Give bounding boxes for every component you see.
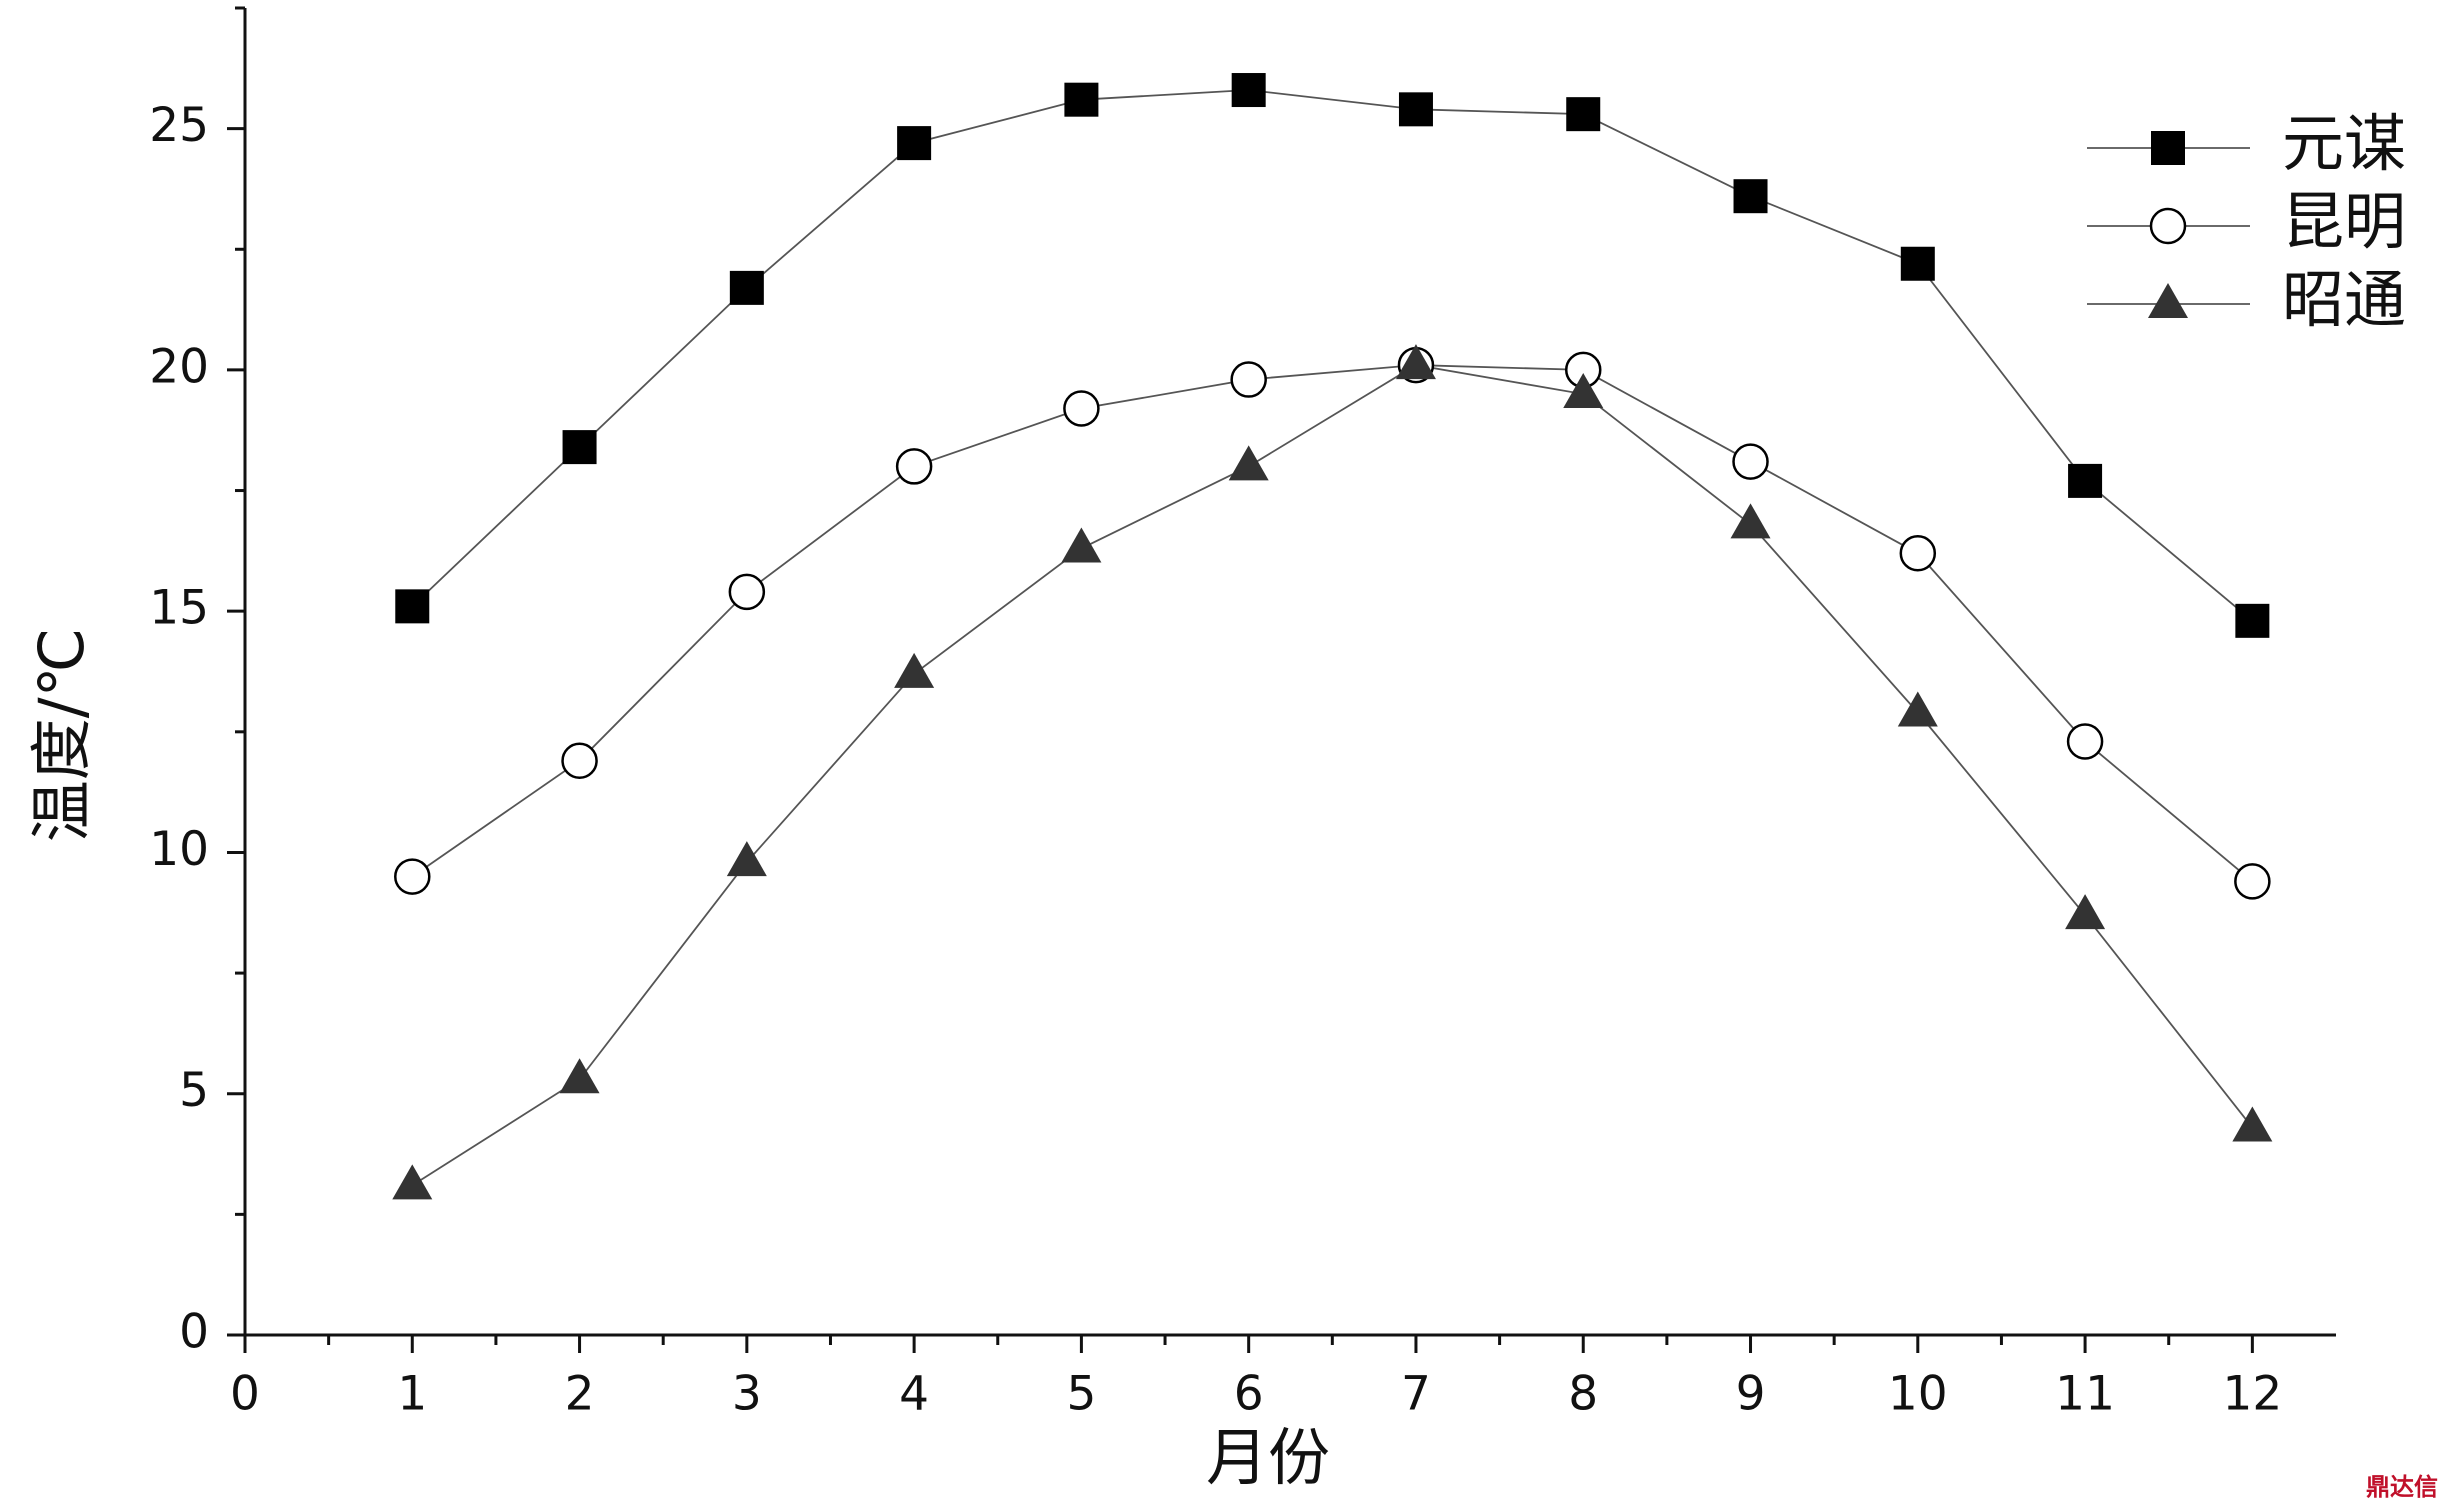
- marker: [1563, 373, 1604, 409]
- marker: [728, 573, 766, 611]
- y-tick-label: 5: [179, 1063, 209, 1118]
- marker: [726, 841, 767, 877]
- series-line: [411, 364, 2254, 1187]
- marker: [2235, 603, 2270, 638]
- x-tick-label: 2: [565, 1367, 595, 1422]
- x-tick-label: 9: [1736, 1367, 1766, 1422]
- marker: [2232, 1106, 2273, 1142]
- x-tick-label: 10: [1888, 1367, 1948, 1422]
- x-tick-label: 7: [1401, 1367, 1431, 1422]
- x-tick-label: 5: [1066, 1367, 1096, 1422]
- marker: [894, 652, 935, 688]
- y-axis-label: 温度/℃: [25, 628, 98, 843]
- marker: [895, 448, 933, 485]
- marker: [561, 742, 598, 780]
- marker: [1899, 535, 1937, 572]
- x-axis-label: 月份: [1206, 1421, 1330, 1494]
- marker: [559, 1058, 600, 1094]
- marker: [1566, 97, 1601, 132]
- x-tick-label: 1: [397, 1367, 427, 1422]
- marker: [1730, 503, 1771, 539]
- y-tick-label: 25: [149, 98, 209, 153]
- legend-text: 昭通: [2282, 263, 2406, 336]
- marker: [2068, 463, 2103, 498]
- x-tick-label: 3: [732, 1367, 762, 1422]
- marker: [1897, 691, 1938, 727]
- marker: [1398, 92, 1433, 127]
- x-tick-label: 6: [1234, 1367, 1264, 1422]
- marker: [1228, 445, 1269, 481]
- marker: [392, 1164, 433, 1200]
- marker: [2234, 863, 2271, 900]
- marker: [1230, 361, 1267, 398]
- marker: [1063, 390, 1100, 427]
- marker: [1064, 82, 1099, 117]
- legend-marker: [2149, 207, 2187, 245]
- legend-text: 昆明: [2282, 185, 2406, 258]
- marker: [562, 430, 597, 465]
- watermark: 鼎达信: [2366, 1473, 2438, 1501]
- x-tick-label: 8: [1568, 1367, 1598, 1422]
- marker: [395, 589, 430, 624]
- series-line: [411, 89, 2253, 622]
- marker: [1732, 443, 1769, 480]
- legend-marker: [2151, 131, 2185, 165]
- x-tick-label: 12: [2222, 1367, 2282, 1422]
- marker: [1395, 344, 1436, 380]
- legend-text: 元谋: [2282, 107, 2406, 180]
- y-tick-label: 10: [149, 822, 209, 877]
- marker: [729, 270, 764, 305]
- y-tick-label: 0: [179, 1305, 209, 1360]
- y-tick-label: 15: [149, 581, 209, 636]
- legend-marker: [2148, 283, 2188, 318]
- marker: [1900, 246, 1935, 281]
- marker: [2066, 723, 2104, 760]
- marker: [1733, 179, 1768, 214]
- marker: [897, 126, 932, 161]
- y-tick-label: 20: [149, 339, 209, 394]
- x-tick-label: 4: [899, 1367, 929, 1422]
- x-tick-label: 11: [2055, 1367, 2115, 1422]
- marker: [1231, 73, 1266, 108]
- marker: [1061, 527, 1102, 563]
- marker: [2065, 894, 2106, 930]
- series-line: [411, 364, 2253, 883]
- x-tick-label: 0: [230, 1367, 260, 1422]
- marker: [394, 858, 431, 895]
